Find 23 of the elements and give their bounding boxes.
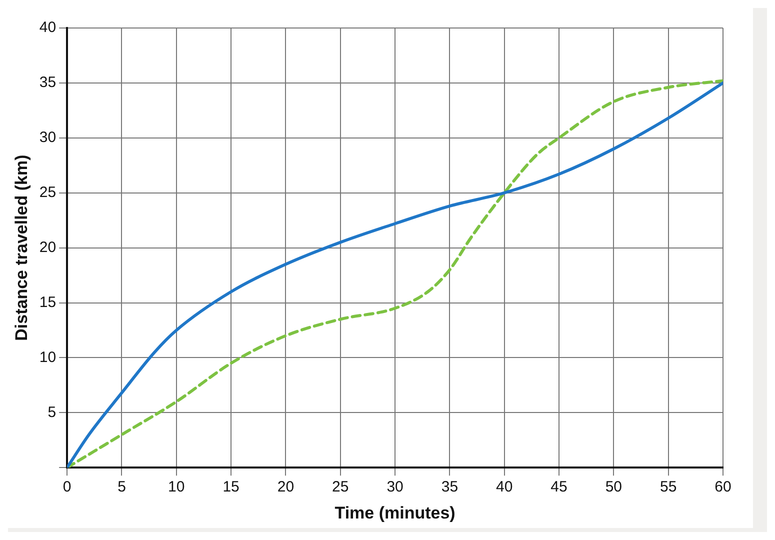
x-tick-label: 20 [277,478,294,496]
y-tick-label: 25 [39,184,56,201]
x-tick-label: 40 [496,478,513,496]
x-tick-label: 35 [441,478,458,496]
y-tick-label: 35 [39,74,56,92]
x-tick-label: 10 [168,478,185,496]
y-tick-label: 10 [39,348,56,366]
y-tick-label: 15 [39,294,56,311]
x-tick-label: 0 [62,478,72,496]
x-tick-label: 50 [605,478,622,496]
x-tick-label: 45 [550,478,568,496]
y-tick-label: 30 [39,129,56,146]
x-tick-label: 30 [386,478,404,496]
x-tick-label: 15 [222,478,240,496]
y-tick-label: 20 [39,238,56,256]
x-tick-label: 55 [660,478,677,496]
x-tick-label: 60 [714,478,732,496]
y-tick-label: 40 [39,19,56,36]
y-axis-title: Distance travelled (km) [12,154,31,341]
y-tick-label: 5 [48,404,56,421]
x-axis-title: Time (minutes) [334,503,456,522]
x-tick-label: 5 [118,478,126,496]
x-tick-label: 25 [332,478,349,496]
